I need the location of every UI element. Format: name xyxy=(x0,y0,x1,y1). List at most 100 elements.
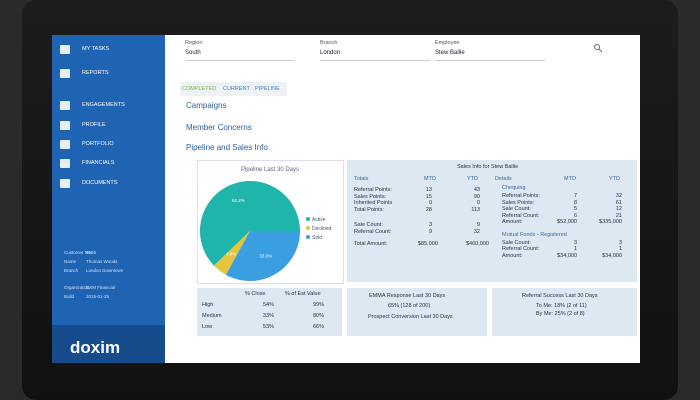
totals-header: Totals xyxy=(354,176,369,182)
customer-info: Name xyxy=(64,259,77,264)
pie-slice xyxy=(225,231,300,281)
filter-value[interactable]: Stew Ballie xyxy=(435,50,465,56)
close-cell: Medium xyxy=(202,313,222,319)
close-cell: 33% xyxy=(262,313,274,319)
section-header[interactable]: Member Concerns xyxy=(186,123,252,132)
menu-item[interactable]: DOCUMENTS xyxy=(82,180,118,186)
customer-info: Customer No. xyxy=(64,250,92,255)
details-cell: 5 xyxy=(573,206,577,212)
details-cell: 6 xyxy=(573,212,577,219)
totals-cell: Sales Points: xyxy=(354,193,387,200)
filter-label: Region xyxy=(185,40,203,46)
details-header: YTD xyxy=(609,176,620,182)
menu-icon xyxy=(60,140,70,149)
totals-cell: 113 xyxy=(471,206,480,213)
emma-title: EMMA Response Last 30 Days xyxy=(369,293,446,299)
sidebar: MY TASKS REPORTS ENGAGEMENTS PROFILE PORTFOL… xyxy=(52,35,165,363)
totals-header: MTD xyxy=(424,176,436,182)
org-info: 2015-01-25 xyxy=(86,294,110,299)
slice-label: 4.8% xyxy=(226,252,236,257)
details-header: MTD xyxy=(564,176,576,182)
totals-header: YTD xyxy=(467,176,478,182)
org-info: Organization xyxy=(64,285,90,290)
menu-item[interactable]: FINANCIALS xyxy=(82,160,115,166)
legend-swatch xyxy=(306,217,310,221)
tab[interactable]: COMPLETED xyxy=(180,82,222,96)
filter-value[interactable]: London xyxy=(320,50,341,56)
legend-label: Active xyxy=(312,217,326,223)
details-cell: 7 xyxy=(573,193,577,199)
filter-underline xyxy=(320,60,430,61)
referral-line: By Me: 25% (2 of 8) xyxy=(536,311,585,317)
menu-item[interactable]: REPORTS xyxy=(82,70,109,76)
tab[interactable]: CURRENT xyxy=(221,82,254,96)
totals-cell: 9 xyxy=(428,228,432,235)
totals-cell: Total Points: xyxy=(354,206,384,213)
totals-cell: 0 xyxy=(476,200,480,206)
pie-panel: Pipeline Last 30 Days 62.2% 4.8% 33.0% Activ… xyxy=(197,160,344,284)
details-cell: Amount: xyxy=(502,252,523,259)
details-cell: 3 xyxy=(573,239,577,246)
menu-item[interactable]: ENGAGEMENTS xyxy=(82,102,125,108)
customer-info: London Downtown xyxy=(86,268,124,273)
details-cell: 1 xyxy=(618,246,622,252)
details-cell: 32 xyxy=(615,193,622,199)
totals-cell: 90 xyxy=(473,193,480,200)
menu-icon xyxy=(60,101,70,110)
menu-item[interactable]: PORTFOLIO xyxy=(82,141,114,147)
totals-cell: $85,000 xyxy=(418,241,438,247)
totals-cell: Referral Count: xyxy=(354,228,392,235)
details-cell: 12 xyxy=(615,206,622,212)
logo: doxim xyxy=(70,338,121,357)
close-header: % Close xyxy=(245,291,266,297)
search-icon[interactable] xyxy=(593,43,603,53)
sales-title: Sales Info for Stew Ballie xyxy=(457,164,519,170)
section-header[interactable]: Campaigns xyxy=(186,101,227,110)
menu-icon xyxy=(60,69,70,78)
details-cell: 8 xyxy=(573,199,577,206)
details-cell: 61 xyxy=(615,199,622,206)
referral-line: To Me: 18% (2 of 11) xyxy=(536,303,587,309)
totals-cell: 43 xyxy=(473,187,480,193)
legend-swatch xyxy=(306,235,310,239)
details-cell: 1 xyxy=(573,246,577,252)
emma-panel xyxy=(347,288,487,336)
totals-cell: 15 xyxy=(425,193,432,200)
details-cell: Sale Count: xyxy=(502,206,531,212)
details-cell: $335,000 xyxy=(599,219,622,225)
tab[interactable]: PIPELINE xyxy=(253,82,287,96)
filter-label: Employee xyxy=(435,40,460,46)
totals-cell: Referral Points: xyxy=(354,187,392,193)
filter-value[interactable]: South xyxy=(185,50,201,56)
sales-panel xyxy=(347,160,637,282)
menu-item[interactable]: MY TASKS xyxy=(82,46,110,52)
slice-label: 62.2% xyxy=(232,198,245,203)
details-cell: $52,000 xyxy=(557,219,577,225)
details-cell: Sale Count: xyxy=(502,239,531,246)
details-cell: Referral Count: xyxy=(502,212,540,219)
close-cell: 54% xyxy=(262,302,274,308)
pie-chart: Pipeline Last 30 Days 62.2% 4.8% 33.0% Activ… xyxy=(200,167,332,281)
totals-cell: 3 xyxy=(428,222,432,228)
menu-icon xyxy=(60,45,70,54)
menu-item[interactable]: PROFILE xyxy=(82,122,106,128)
details-cell: Referral Count: xyxy=(502,246,540,252)
referral-title: Referral Success Last 30 Days xyxy=(522,293,598,299)
details-group: Chequing xyxy=(502,185,526,191)
totals-cell: 32 xyxy=(473,228,480,235)
customer-info: 5555 xyxy=(86,250,97,255)
referral-panel xyxy=(492,288,637,336)
section-header[interactable]: Pipeline and Sales Info xyxy=(186,143,268,152)
filter-underline xyxy=(185,60,295,61)
close-header: % of Est Value xyxy=(285,291,321,297)
details-group: Mutual Funds - Registered xyxy=(502,231,567,238)
org-info: Build xyxy=(64,294,75,299)
customer-info: Thomas Woods xyxy=(86,259,118,264)
close-cell: 53% xyxy=(262,324,274,330)
app-screen: MY TASKS REPORTS ENGAGEMENTS PROFILE PORTFOL… xyxy=(52,35,640,363)
close-cell: High xyxy=(202,302,214,308)
customer-info: Branch xyxy=(64,268,79,273)
totals-cell: Inherited Points xyxy=(354,200,393,206)
details-cell: 21 xyxy=(615,212,622,219)
